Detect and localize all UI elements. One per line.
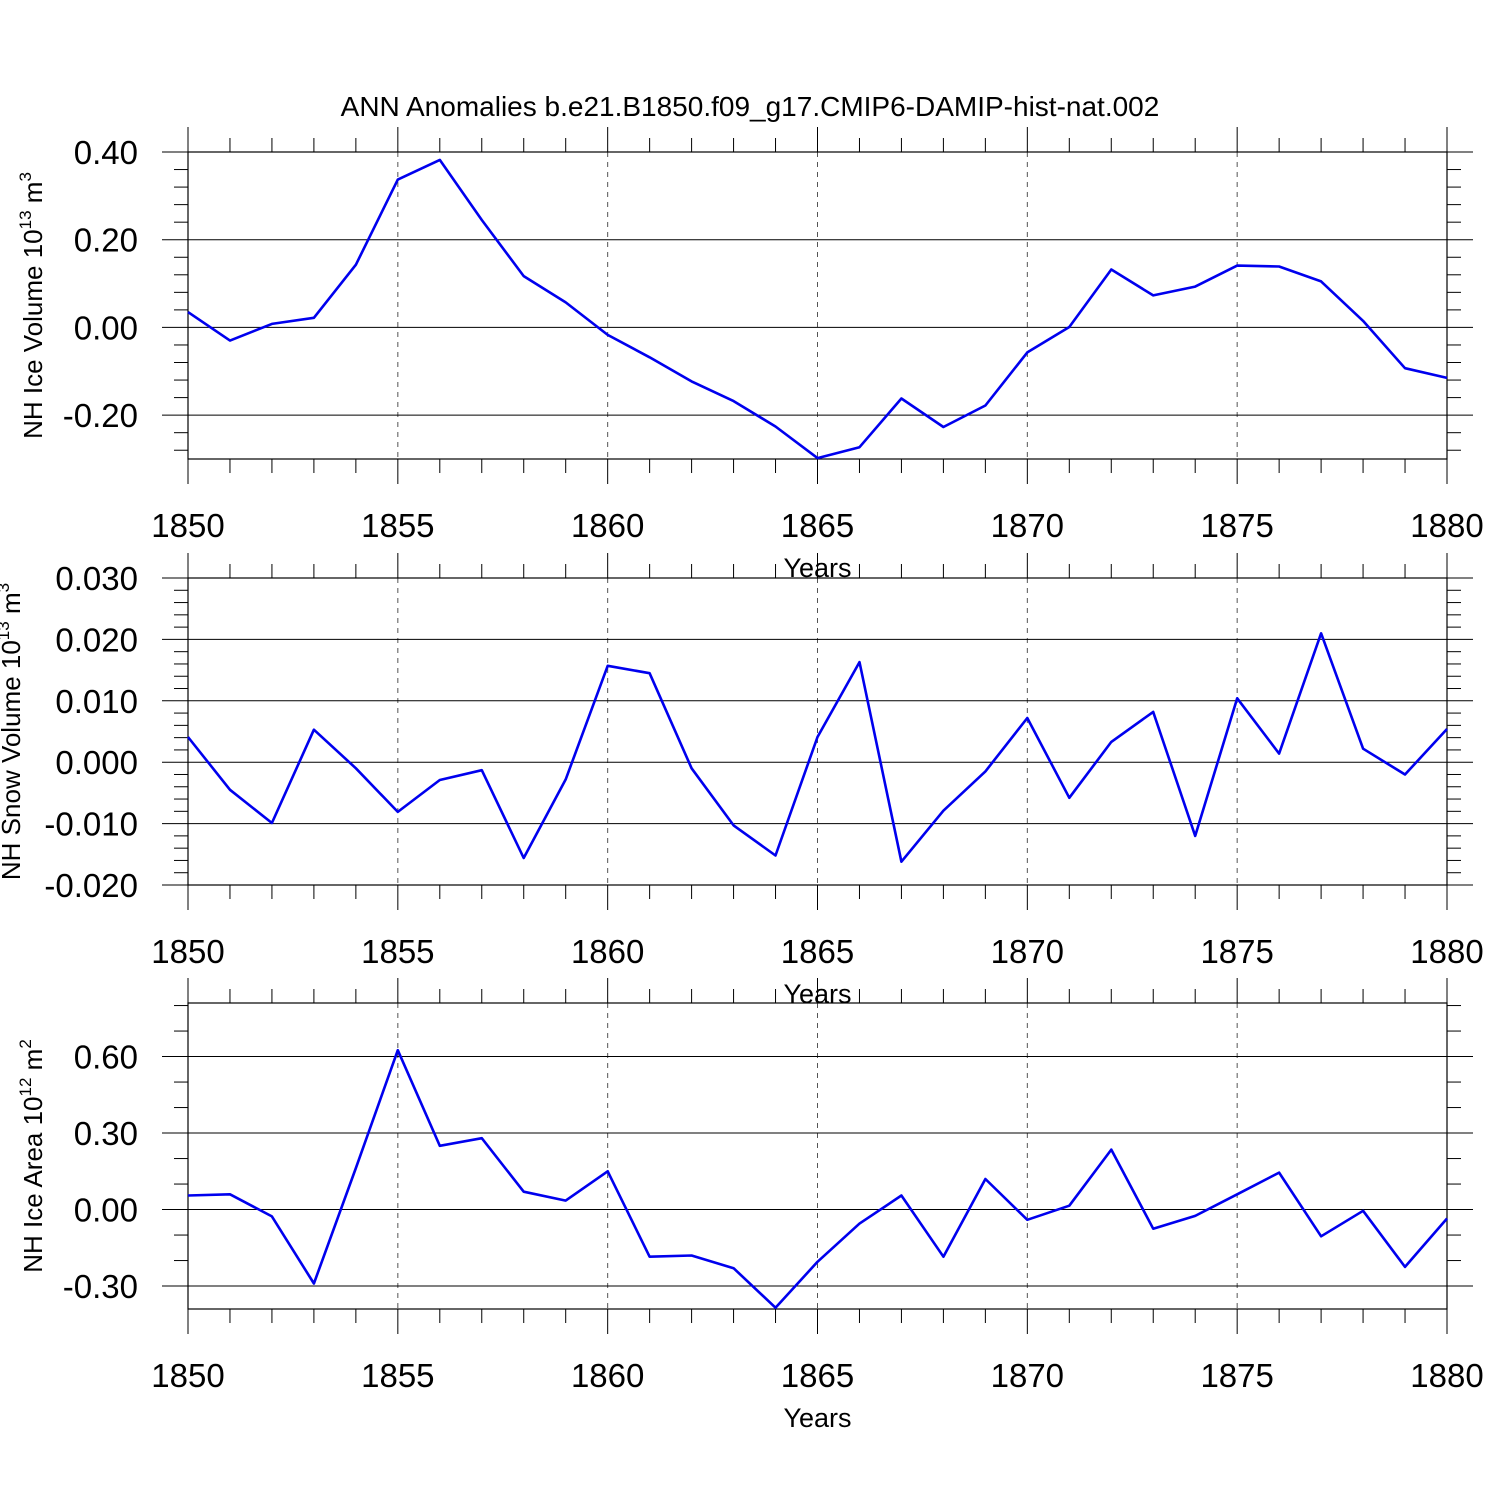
x-tick-label: 1880 xyxy=(1410,507,1483,544)
y-tick-label: 0.60 xyxy=(74,1039,138,1076)
y-tick-label: -0.30 xyxy=(63,1268,138,1305)
x-axis-label: Years xyxy=(783,1403,851,1433)
x-tick-label: 1870 xyxy=(991,1357,1064,1394)
y-tick-label: 0.30 xyxy=(74,1115,138,1152)
y-tick-label: -0.010 xyxy=(44,806,138,843)
x-tick-label: 1855 xyxy=(361,507,434,544)
x-tick-label: 1865 xyxy=(781,507,854,544)
x-tick-label: 1870 xyxy=(991,933,1064,970)
x-tick-label: 1855 xyxy=(361,1357,434,1394)
x-tick-label: 1860 xyxy=(571,1357,644,1394)
x-tick-label: 1860 xyxy=(571,507,644,544)
x-tick-label: 1850 xyxy=(151,1357,224,1394)
y-tick-label: -0.20 xyxy=(63,397,138,434)
y-tick-label: 0.20 xyxy=(74,222,138,259)
x-tick-label: 1880 xyxy=(1410,933,1483,970)
y-axis-label: NH Ice Area 1012 m2 xyxy=(16,1039,48,1273)
x-tick-label: 1870 xyxy=(991,507,1064,544)
x-tick-label: 1865 xyxy=(781,933,854,970)
y-tick-label: -0.020 xyxy=(44,867,138,904)
x-tick-label: 1855 xyxy=(361,933,434,970)
y-tick-label: 0.010 xyxy=(55,683,138,720)
panel-1: 1850 1855 1860 1865 1870 1875 1880Years-0.200.… xyxy=(16,127,1484,583)
figure-title: ANN Anomalies b.e21.B1850.f09_g17.CMIP6-… xyxy=(341,91,1160,122)
x-tick-label: 1875 xyxy=(1200,933,1273,970)
series-line xyxy=(186,631,1448,864)
y-tick-label: 0.030 xyxy=(55,560,138,597)
y-tick-label: 0.40 xyxy=(74,134,138,171)
panel-3: 1850 1855 1860 1865 1870 1875 1880 Years -0.30 0.… xyxy=(16,978,1484,1433)
y-tick-label: 0.000 xyxy=(55,744,138,781)
y-axis-label: NH Snow Volume 1013 m3 xyxy=(0,583,26,880)
x-tick-label: 1850 xyxy=(151,507,224,544)
y-tick-label: 0.020 xyxy=(55,621,138,658)
x-tick-label: 1875 xyxy=(1200,507,1273,544)
x-tick-label: 1860 xyxy=(571,933,644,970)
y-tick-label: 0.00 xyxy=(74,309,138,346)
series-line xyxy=(187,1048,1448,1309)
panel-2: 1850 1855 1860 1865 1870 1875 1880Years-0.020-… xyxy=(0,553,1484,1009)
x-tick-label: 1865 xyxy=(781,1357,854,1394)
y-axis-label: NH Ice Volume 1013 m3 xyxy=(16,172,48,439)
y-tick-label: 0.00 xyxy=(74,1192,138,1229)
x-tick-label: 1850 xyxy=(151,933,224,970)
x-tick-label: 1880 xyxy=(1410,1357,1483,1394)
x-tick-label: 1875 xyxy=(1200,1357,1273,1394)
